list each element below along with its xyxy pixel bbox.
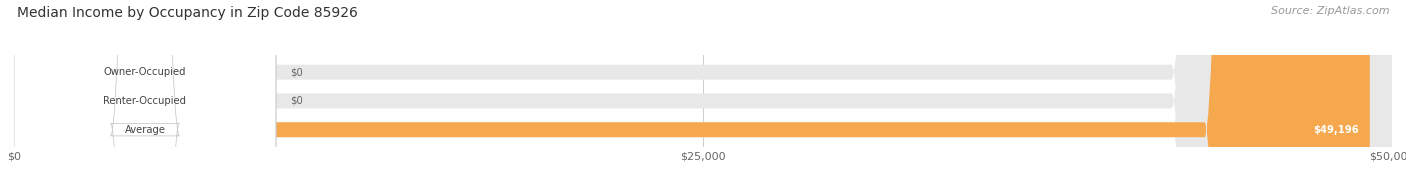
Text: $0: $0 — [290, 96, 302, 106]
Text: Renter-Occupied: Renter-Occupied — [104, 96, 187, 106]
Text: $0: $0 — [290, 67, 302, 77]
FancyBboxPatch shape — [0, 0, 97, 196]
FancyBboxPatch shape — [14, 0, 1392, 196]
FancyBboxPatch shape — [0, 0, 97, 196]
FancyBboxPatch shape — [14, 0, 1392, 196]
FancyBboxPatch shape — [14, 0, 276, 196]
FancyBboxPatch shape — [14, 0, 276, 196]
Text: Median Income by Occupancy in Zip Code 85926: Median Income by Occupancy in Zip Code 8… — [17, 6, 357, 20]
Text: Owner-Occupied: Owner-Occupied — [104, 67, 186, 77]
Text: Source: ZipAtlas.com: Source: ZipAtlas.com — [1271, 6, 1389, 16]
FancyBboxPatch shape — [14, 0, 1392, 196]
FancyBboxPatch shape — [14, 0, 1369, 196]
Text: $49,196: $49,196 — [1313, 125, 1358, 135]
FancyBboxPatch shape — [14, 0, 276, 196]
Text: Average: Average — [125, 125, 166, 135]
